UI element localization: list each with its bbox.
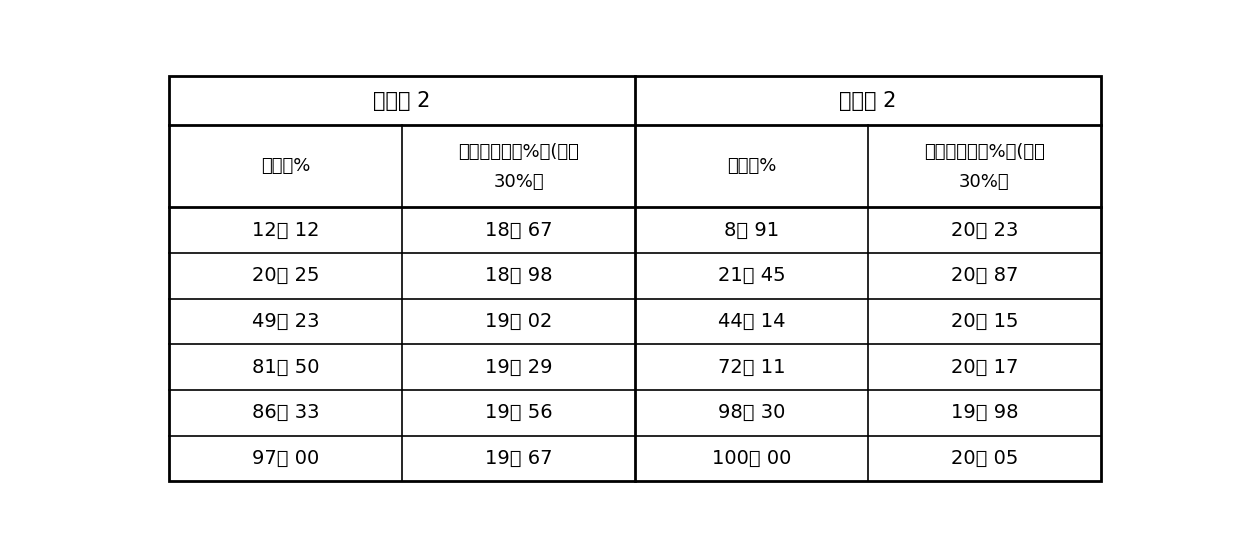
Text: 19． 67: 19． 67 <box>484 449 553 468</box>
Bar <box>403 299 636 344</box>
Bar <box>170 76 403 125</box>
Text: 对比例 2: 对比例 2 <box>373 90 431 111</box>
Text: 18． 67: 18． 67 <box>484 220 553 239</box>
Text: 转化率%: 转化率% <box>727 157 776 175</box>
Bar <box>170 390 403 436</box>
Bar <box>867 253 1100 299</box>
Text: 19． 02: 19． 02 <box>484 312 553 331</box>
Bar <box>867 344 1100 390</box>
Bar <box>867 390 1100 436</box>
Bar <box>403 390 636 436</box>
Bar <box>867 125 1100 207</box>
Text: 49． 23: 49． 23 <box>252 312 320 331</box>
Text: 20． 15: 20． 15 <box>950 312 1018 331</box>
Text: 20． 17: 20． 17 <box>950 358 1018 376</box>
Text: 20． 87: 20． 87 <box>950 266 1018 285</box>
Text: 20． 23: 20． 23 <box>950 220 1018 239</box>
Text: 81． 50: 81． 50 <box>252 358 320 376</box>
Text: 19． 29: 19． 29 <box>484 358 553 376</box>
Bar <box>403 436 636 481</box>
Bar <box>403 253 636 299</box>
Bar <box>170 207 403 253</box>
Text: 20． 25: 20． 25 <box>252 266 320 285</box>
Bar <box>867 299 1100 344</box>
Text: 12． 12: 12． 12 <box>252 220 320 239</box>
Bar <box>403 125 636 207</box>
Text: 18． 98: 18． 98 <box>484 266 553 285</box>
Bar <box>403 207 636 253</box>
Text: 98． 30: 98． 30 <box>717 403 786 423</box>
Bar <box>403 344 636 390</box>
Text: 97． 00: 97． 00 <box>252 449 320 468</box>
Bar <box>867 76 1100 125</box>
Text: 30%）: 30%） <box>959 173 1010 191</box>
Bar <box>170 253 403 299</box>
Bar <box>170 436 403 481</box>
Text: 8． 91: 8． 91 <box>724 220 779 239</box>
Text: 21． 45: 21． 45 <box>717 266 786 285</box>
Bar <box>403 76 636 125</box>
Text: 苯乙烯含量（%）(设値: 苯乙烯含量（%）(设値 <box>458 143 579 161</box>
Bar <box>636 207 867 253</box>
Bar <box>636 344 867 390</box>
Bar <box>636 76 867 125</box>
Text: 19． 98: 19． 98 <box>950 403 1018 423</box>
Bar <box>636 436 867 481</box>
Text: 转化率%: 转化率% <box>261 157 311 175</box>
Bar <box>636 390 867 436</box>
Text: 实施例 2: 实施例 2 <box>839 90 897 111</box>
Text: 19． 56: 19． 56 <box>484 403 553 423</box>
Bar <box>867 207 1100 253</box>
Bar <box>170 299 403 344</box>
Text: 30%）: 30%） <box>493 173 544 191</box>
Bar <box>636 253 867 299</box>
Bar <box>867 436 1100 481</box>
Text: 86． 33: 86． 33 <box>252 403 320 423</box>
Text: 100． 00: 100． 00 <box>711 449 792 468</box>
Text: 44． 14: 44． 14 <box>717 312 786 331</box>
Bar <box>636 125 867 207</box>
Text: 苯乙烯含量（%）(设値: 苯乙烯含量（%）(设値 <box>924 143 1044 161</box>
Bar <box>636 299 867 344</box>
Bar <box>170 125 403 207</box>
Text: 72． 11: 72． 11 <box>717 358 786 376</box>
Bar <box>170 344 403 390</box>
Text: 20． 05: 20． 05 <box>950 449 1018 468</box>
